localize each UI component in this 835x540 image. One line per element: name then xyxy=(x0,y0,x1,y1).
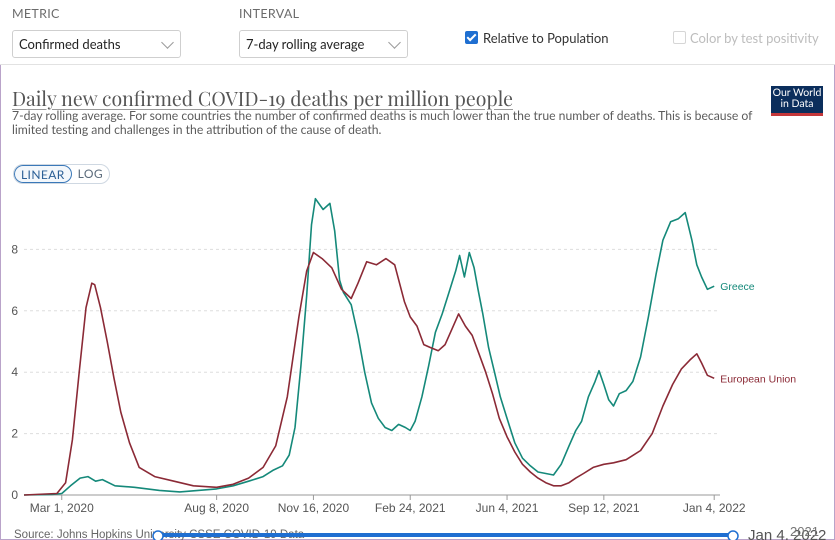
scale-toggle[interactable]: LINEAR LOG xyxy=(13,164,111,184)
scale-option-linear[interactable]: LINEAR xyxy=(14,165,72,183)
relative-to-population-checkbox[interactable] xyxy=(465,31,478,44)
y-tick-label: 8 xyxy=(11,242,18,256)
metric-label: METRIC xyxy=(12,6,60,21)
x-tick-label: Sep 12, 2021 xyxy=(568,501,640,515)
timeline-track[interactable] xyxy=(158,533,736,537)
metric-select[interactable]: Confirmed deaths xyxy=(12,30,181,58)
color-by-test-positivity-label[interactable]: Color by test positivity xyxy=(690,30,819,46)
series-line-european-union[interactable] xyxy=(23,251,715,496)
y-tick-label: 2 xyxy=(11,427,18,441)
scale-option-log[interactable]: LOG xyxy=(77,166,104,181)
chart-title[interactable]: Daily new confirmed COVID-19 deaths per … xyxy=(12,85,513,111)
logo-text: Our World in Data xyxy=(772,87,822,110)
interval-label: INTERVAL xyxy=(239,6,300,21)
x-tick-label: Jun 4, 2021 xyxy=(476,501,539,515)
color-by-test-positivity-checkbox[interactable] xyxy=(673,31,686,44)
interval-select[interactable]: 7-day rolling average xyxy=(239,30,408,58)
series-label-european-union[interactable]: European Union xyxy=(720,373,796,385)
timeline-overlap-year: 2021 xyxy=(790,527,819,539)
interval-select-value: 7-day rolling average xyxy=(246,36,365,52)
controls-bar: METRIC Confirmed deaths INTERVAL 7-day r… xyxy=(0,0,835,65)
timeline-slider[interactable]: Source: Johns Hopkins University CSSE CO… xyxy=(0,527,835,540)
series-line-greece[interactable] xyxy=(23,197,715,496)
x-tick-label: Jan 4, 2022 xyxy=(683,501,746,515)
metric-select-value: Confirmed deaths xyxy=(19,36,121,52)
y-tick-label: 4 xyxy=(11,365,18,379)
series-label-greece[interactable]: Greece xyxy=(720,281,755,293)
timeline-end-date: Jan 4, 2022 xyxy=(748,527,826,540)
x-tick-label: Nov 16, 2020 xyxy=(278,501,350,515)
chart-subtitle: 7-day rolling average. For some countrie… xyxy=(12,108,753,137)
timeline-end-handle[interactable] xyxy=(727,530,739,540)
y-tick-label: 6 xyxy=(11,304,18,318)
timeline-start-handle[interactable] xyxy=(152,530,164,540)
owid-logo[interactable]: Our World in Data xyxy=(771,86,823,116)
x-tick-label: Aug 8, 2020 xyxy=(184,501,249,515)
x-tick-label: Feb 24, 2021 xyxy=(375,501,446,515)
relative-to-population-label[interactable]: Relative to Population xyxy=(483,30,609,46)
x-tick-label: Mar 1, 2020 xyxy=(30,501,94,515)
y-tick-label: 0 xyxy=(11,488,18,502)
